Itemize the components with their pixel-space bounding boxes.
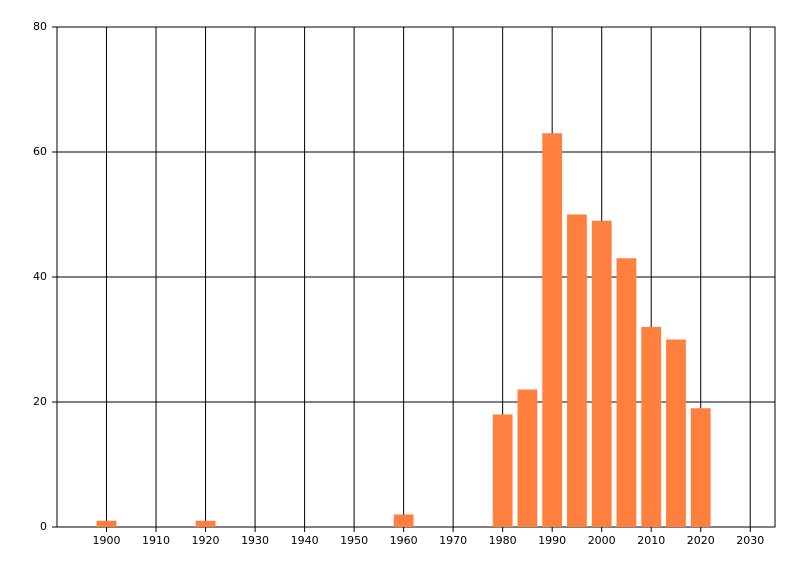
x-tick-label: 1990 [538, 534, 566, 547]
x-tick-label: 1970 [439, 534, 467, 547]
x-tick-label: 2020 [687, 534, 715, 547]
bar [393, 514, 414, 527]
x-tick-label: 1900 [93, 534, 121, 547]
x-tick-label: 1960 [390, 534, 418, 547]
bar [96, 520, 117, 527]
y-tick-label: 20 [33, 395, 47, 408]
x-tick-label: 1920 [192, 534, 220, 547]
x-tick-label: 1930 [241, 534, 269, 547]
x-tick-label: 1940 [291, 534, 319, 547]
y-tick-label: 60 [33, 145, 47, 158]
bar [492, 414, 513, 527]
bar [666, 339, 686, 527]
bar [195, 520, 216, 527]
x-tick-label: 2030 [736, 534, 764, 547]
y-tick-label: 80 [33, 20, 47, 33]
x-tick-label: 1980 [489, 534, 517, 547]
y-tick-label: 0 [40, 520, 47, 533]
bar [517, 389, 538, 527]
x-tick-label: 2010 [637, 534, 665, 547]
bar [591, 220, 612, 527]
x-tick-label: 2000 [588, 534, 616, 547]
bar [616, 258, 637, 527]
bar [641, 327, 662, 527]
bar [690, 408, 711, 527]
bar [567, 214, 587, 527]
x-tick-label: 1950 [340, 534, 368, 547]
y-tick-label: 40 [33, 270, 47, 283]
bar [542, 133, 563, 527]
x-tick-label: 1910 [142, 534, 170, 547]
